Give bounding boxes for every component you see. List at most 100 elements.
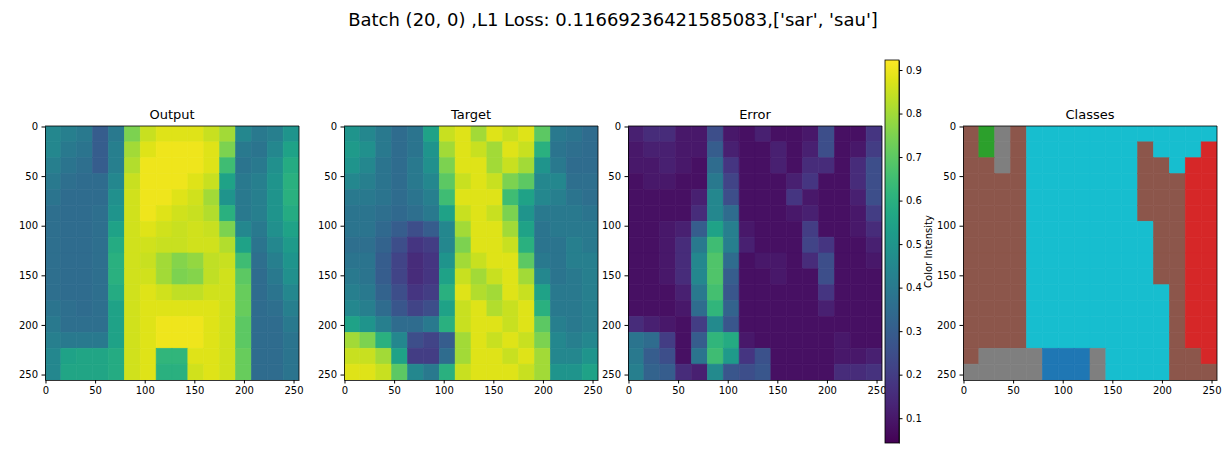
cell	[204, 142, 220, 158]
cell	[566, 301, 582, 317]
cell	[109, 205, 125, 221]
tick-mark	[960, 325, 964, 326]
cell	[220, 174, 236, 190]
cell	[1122, 237, 1138, 253]
cell	[819, 126, 835, 142]
cell	[1090, 205, 1106, 221]
cell	[1106, 301, 1122, 317]
cell	[408, 317, 424, 333]
cell	[220, 317, 236, 333]
cell	[109, 348, 125, 364]
cell	[283, 158, 299, 174]
cell	[1185, 364, 1201, 380]
axis-line	[628, 127, 629, 381]
cell	[1011, 317, 1027, 333]
cell	[220, 142, 236, 158]
cell	[1138, 317, 1154, 333]
cell	[1058, 205, 1074, 221]
cell	[723, 332, 739, 348]
cell	[283, 190, 299, 206]
cell	[771, 205, 787, 221]
cell	[660, 126, 676, 142]
cell	[1169, 190, 1185, 206]
cell	[344, 269, 360, 285]
cell	[866, 158, 882, 174]
tick: 200	[602, 320, 628, 331]
cell	[660, 285, 676, 301]
cell	[156, 269, 172, 285]
panel-title: Error	[739, 107, 771, 122]
cell	[156, 237, 172, 253]
cell	[172, 332, 188, 348]
cell	[392, 126, 408, 142]
cell	[439, 317, 455, 333]
cell	[771, 348, 787, 364]
cell	[251, 237, 267, 253]
cell	[1027, 253, 1043, 269]
cell	[204, 237, 220, 253]
axis-line	[344, 127, 345, 381]
cell	[628, 364, 644, 380]
cell	[628, 142, 644, 158]
tick-mark	[244, 380, 245, 384]
cell	[1185, 317, 1201, 333]
cell	[995, 158, 1011, 174]
tick-mark	[678, 380, 679, 384]
cell	[979, 237, 995, 253]
cell	[979, 190, 995, 206]
cell	[376, 364, 392, 380]
cell	[1201, 190, 1217, 206]
cell	[866, 285, 882, 301]
cell	[471, 126, 487, 142]
cell	[109, 174, 125, 190]
cell	[979, 126, 995, 142]
cell	[803, 205, 819, 221]
cell	[408, 348, 424, 364]
cell	[283, 237, 299, 253]
tick: 50	[608, 171, 628, 182]
cell	[376, 205, 392, 221]
tick-mark	[899, 288, 903, 289]
cell	[408, 364, 424, 380]
cell	[963, 348, 979, 364]
cell	[156, 317, 172, 333]
cell	[676, 158, 692, 174]
cell	[109, 237, 125, 253]
cell	[834, 142, 850, 158]
cell	[109, 190, 125, 206]
cell	[787, 301, 803, 317]
cell	[979, 174, 995, 190]
cell	[755, 142, 771, 158]
cell	[1074, 174, 1090, 190]
cell	[156, 253, 172, 269]
cell	[644, 317, 660, 333]
cell	[723, 253, 739, 269]
cell	[550, 237, 566, 253]
tick: 0	[43, 380, 49, 396]
tick-label: 150	[602, 270, 621, 281]
cell	[267, 348, 283, 364]
cell	[771, 364, 787, 380]
cell	[204, 332, 220, 348]
cell	[819, 174, 835, 190]
cell	[204, 205, 220, 221]
cell	[803, 190, 819, 206]
tick-label: 150	[318, 270, 337, 281]
cell	[45, 301, 61, 317]
cell	[803, 253, 819, 269]
tick: 0.4	[899, 282, 922, 293]
cell	[267, 332, 283, 348]
cell	[979, 158, 995, 174]
tick: 150	[185, 380, 204, 396]
cell	[979, 142, 995, 158]
cell	[566, 348, 582, 364]
cell	[156, 348, 172, 364]
cell	[77, 364, 93, 380]
cell	[455, 269, 471, 285]
cell	[979, 348, 995, 364]
cell	[819, 205, 835, 221]
tick-label: 200	[235, 385, 254, 396]
tick: 150	[19, 270, 45, 281]
axis-line	[964, 380, 1218, 381]
cell	[755, 317, 771, 333]
